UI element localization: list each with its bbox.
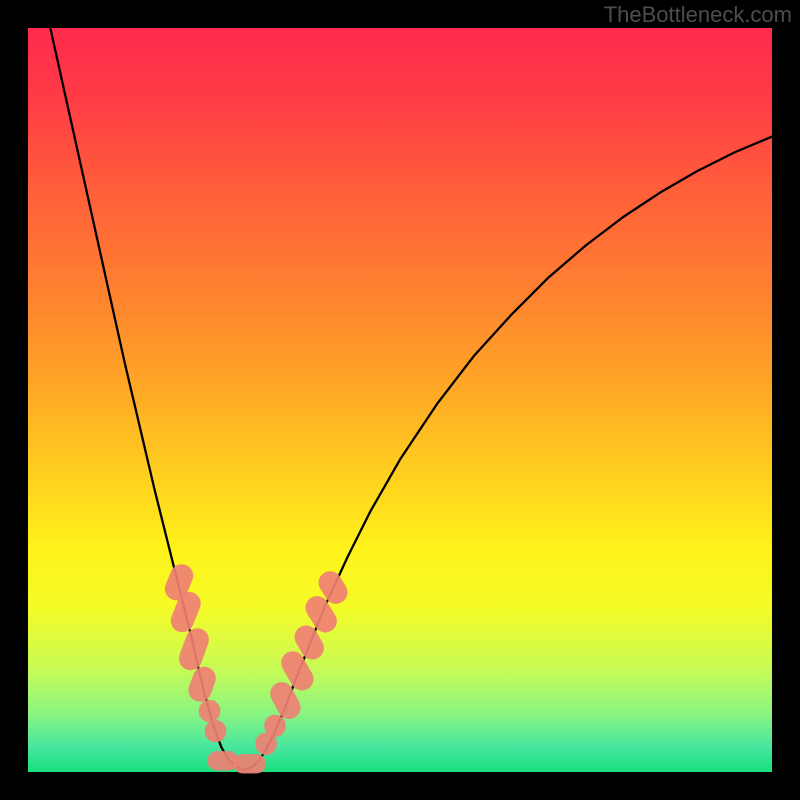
gradient-background xyxy=(28,28,772,772)
highlight-marker xyxy=(205,720,227,742)
highlight-marker xyxy=(199,700,221,722)
highlight-marker xyxy=(264,715,286,737)
highlight-marker xyxy=(233,754,266,773)
bottleneck-curve-chart xyxy=(0,0,800,800)
watermark-text: TheBottleneck.com xyxy=(604,2,792,28)
chart-stage: TheBottleneck.com xyxy=(0,0,800,800)
